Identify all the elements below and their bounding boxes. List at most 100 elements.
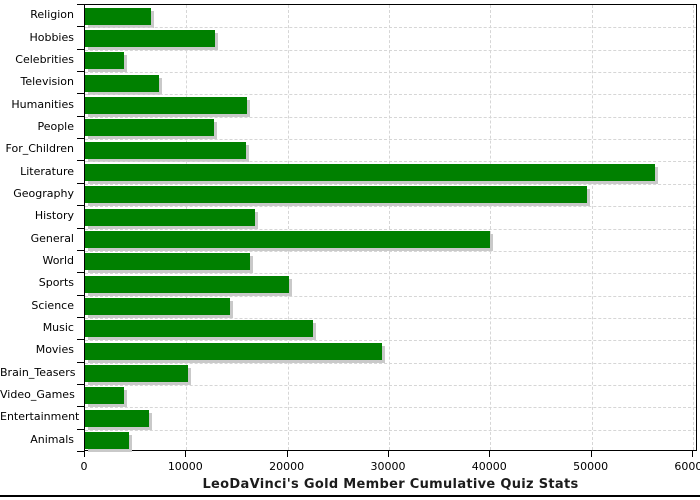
bar (85, 409, 149, 427)
y-axis-label: History (34, 209, 74, 223)
bar (85, 208, 256, 226)
x-axis-tick-label: 60000 (674, 460, 700, 473)
horizontal-gridline (85, 94, 696, 96)
horizontal-gridline (85, 206, 696, 208)
y-axis-label: Television (20, 75, 75, 89)
x-axis-tick (590, 451, 592, 457)
bar (85, 231, 491, 248)
y-axis-tick (77, 227, 84, 229)
x-axis-tick (691, 451, 693, 457)
y-axis-tick (77, 316, 84, 318)
y-axis-label: Religion (30, 8, 74, 22)
bottom-divider (0, 495, 700, 497)
y-axis-tick (77, 115, 84, 117)
y-axis-label: Music (42, 321, 74, 335)
vertical-gridline (186, 5, 188, 450)
x-axis-tick-label: 20000 (269, 460, 305, 473)
y-axis-label: General (30, 231, 74, 245)
horizontal-gridline (85, 72, 696, 74)
vertical-gridline (692, 5, 694, 450)
horizontal-gridline (85, 228, 696, 230)
horizontal-gridline (85, 295, 696, 297)
vertical-gridline (287, 5, 289, 450)
y-axis-tick (77, 294, 84, 296)
x-axis-tick (185, 451, 187, 457)
bar (85, 387, 124, 405)
y-axis-tick (77, 428, 84, 430)
y-axis-label: World (42, 254, 74, 268)
y-axis-tick (77, 205, 84, 207)
bar (85, 342, 382, 360)
y-axis-label: Humanities (11, 97, 74, 111)
y-axis-label: Video_Games (0, 388, 75, 402)
y-axis-label: Geography (13, 186, 74, 200)
y-axis-label: Celebrities (15, 52, 74, 66)
horizontal-gridline (85, 384, 696, 386)
horizontal-gridline (85, 362, 696, 364)
bar (85, 96, 248, 114)
y-axis-tick (77, 451, 84, 452)
bar (85, 163, 656, 181)
y-axis-tick (77, 26, 84, 28)
bar (85, 432, 129, 450)
horizontal-gridline (85, 27, 696, 29)
horizontal-gridline (85, 116, 696, 118)
bar (85, 186, 587, 204)
bar (85, 29, 215, 47)
x-axis-tick (489, 451, 491, 457)
x-axis-tick-label: 50000 (573, 460, 609, 473)
y-axis-label: Sports (38, 276, 74, 290)
y-axis-tick (77, 249, 84, 251)
y-axis-tick (77, 48, 84, 50)
vertical-gridline (388, 5, 390, 450)
y-axis-tick (77, 406, 84, 408)
horizontal-gridline (85, 429, 696, 431)
y-axis-tick (77, 182, 84, 184)
horizontal-gridline (85, 407, 696, 409)
y-axis-label: Science (31, 298, 74, 312)
bar (85, 52, 124, 70)
y-axis-label: Brain_Teasers (0, 365, 76, 379)
x-axis-tick-label: 0 (80, 460, 88, 473)
y-axis-tick (77, 272, 84, 274)
x-axis-tick (84, 451, 85, 457)
bar (85, 275, 289, 293)
x-axis-tick-label: 30000 (370, 460, 406, 473)
bar (85, 119, 214, 137)
x-axis-tick (387, 451, 389, 457)
bar (85, 253, 251, 271)
bar (85, 74, 159, 92)
y-axis-label: Entertainment (0, 410, 80, 424)
y-axis-tick (77, 383, 84, 385)
bar (85, 320, 313, 338)
y-axis-label: Animals (30, 432, 74, 446)
horizontal-gridline (85, 273, 696, 275)
y-axis-label: People (37, 119, 74, 133)
horizontal-gridline (85, 250, 696, 252)
x-axis-tick (286, 451, 288, 457)
y-axis-label: Literature (20, 164, 74, 178)
y-axis-label: Movies (35, 343, 74, 357)
horizontal-gridline (85, 183, 696, 185)
y-axis-tick (77, 93, 84, 95)
x-axis-tick-label: 40000 (471, 460, 507, 473)
y-axis-tick (77, 361, 84, 363)
bar (85, 7, 151, 25)
y-axis-label: For_Children (5, 142, 74, 156)
bar (85, 365, 189, 383)
horizontal-gridline (85, 340, 696, 342)
bar (85, 298, 230, 316)
y-axis-tick (77, 339, 84, 341)
chart-title: LeoDaVinci's Gold Member Cumulative Quiz… (202, 477, 579, 492)
vertical-gridline (490, 5, 492, 450)
horizontal-gridline (85, 317, 696, 319)
y-axis-label: Hobbies (29, 30, 74, 44)
y-axis-tick (77, 71, 84, 73)
bar (85, 141, 247, 159)
y-axis-tick (77, 4, 84, 5)
horizontal-gridline (85, 139, 696, 141)
horizontal-gridline (85, 161, 696, 163)
x-axis-tick-label: 10000 (167, 460, 203, 473)
vertical-gridline (591, 5, 593, 450)
